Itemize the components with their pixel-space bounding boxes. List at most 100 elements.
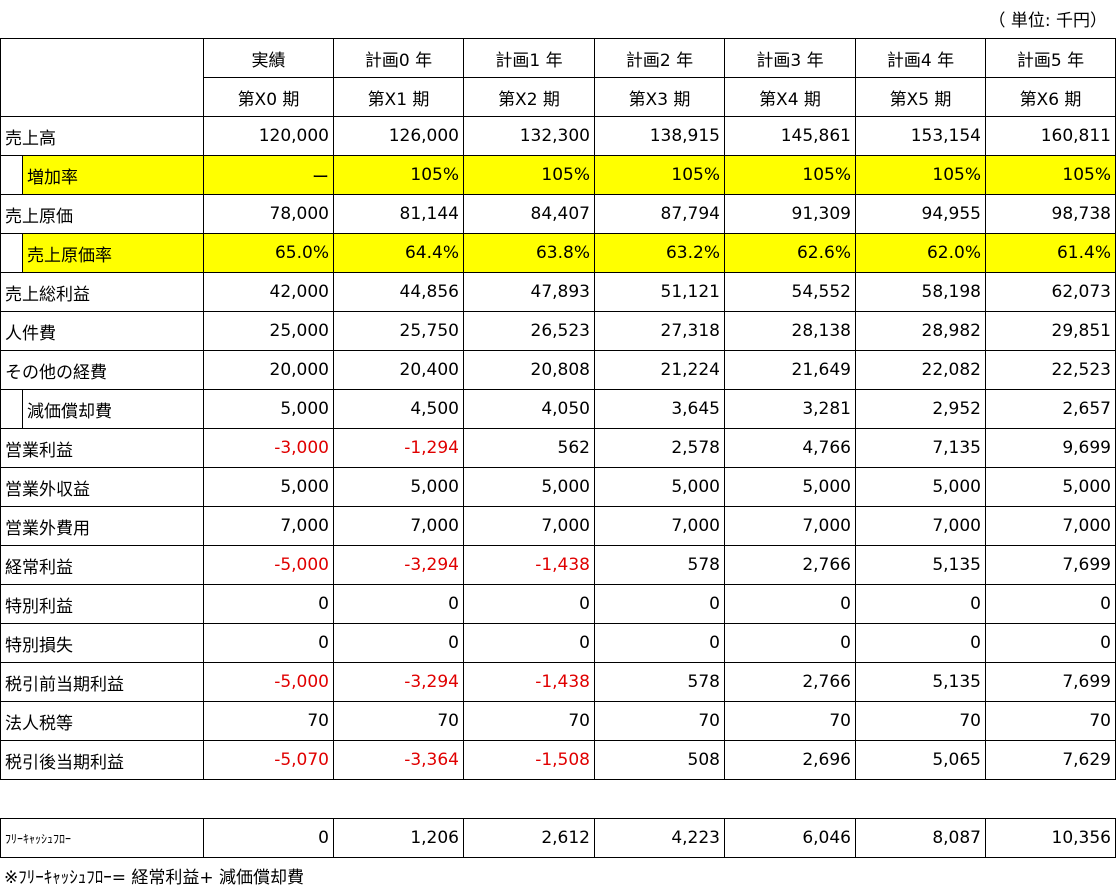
row-cell: 105%: [985, 155, 1116, 195]
row-cell: 2,766: [724, 662, 856, 702]
indent-gutter: [0, 155, 23, 195]
row-cell: 7,000: [724, 506, 856, 546]
row-cell: 70: [594, 701, 725, 741]
header-cell: 計画1 年: [463, 38, 595, 78]
row-label: 営業利益: [0, 428, 204, 468]
row-cell: 126,000: [333, 116, 464, 156]
row-cell: 21,649: [724, 350, 856, 390]
row-cell: 5,000: [333, 467, 464, 507]
row-cell: 5,135: [855, 545, 986, 585]
row-cell: 2,766: [724, 545, 856, 585]
row-cell: 70: [855, 701, 986, 741]
row-cell: 105%: [333, 155, 464, 195]
row-cell: -5,000: [203, 545, 334, 585]
row-cell: 84,407: [463, 194, 595, 234]
header-cell: 第X1 期: [333, 77, 464, 117]
row-cell: 94,955: [855, 194, 986, 234]
row-cell: 578: [594, 545, 725, 585]
row-label: 人件費: [0, 311, 204, 351]
row-cell: 62.0%: [855, 233, 986, 273]
row-cell: -5,000: [203, 662, 334, 702]
header-cell: 計画2 年: [594, 38, 725, 78]
row-label: 減価償却費: [22, 389, 204, 429]
header-corner: [0, 38, 204, 117]
row-label: 売上総利益: [0, 272, 204, 312]
row-cell: 0: [333, 584, 464, 624]
indent-gutter: [0, 233, 23, 273]
row-label: 特別損失: [0, 623, 204, 663]
header-cell: 計画5 年: [985, 38, 1116, 78]
row-cell: 120,000: [203, 116, 334, 156]
row-cell: 20,000: [203, 350, 334, 390]
row-cell: 20,808: [463, 350, 595, 390]
row-cell: 98,738: [985, 194, 1116, 234]
row-cell: -1,508: [463, 740, 595, 780]
row-cell: 2,578: [594, 428, 725, 468]
row-cell: 5,065: [855, 740, 986, 780]
row-cell: 61.4%: [985, 233, 1116, 273]
row-cell: 0: [594, 584, 725, 624]
row-cell: 9,699: [985, 428, 1116, 468]
row-cell: -3,294: [333, 545, 464, 585]
row-cell: -1,438: [463, 545, 595, 585]
fcf-cell: 1,206: [333, 818, 464, 858]
row-cell: 70: [203, 701, 334, 741]
row-cell: 47,893: [463, 272, 595, 312]
indent-gutter: [0, 389, 23, 429]
row-cell: 105%: [855, 155, 986, 195]
row-cell: 28,138: [724, 311, 856, 351]
row-cell: 5,000: [463, 467, 595, 507]
row-cell: 7,000: [855, 506, 986, 546]
row-cell: 0: [855, 584, 986, 624]
row-cell: 2,657: [985, 389, 1116, 429]
row-cell: 91,309: [724, 194, 856, 234]
row-cell: 54,552: [724, 272, 856, 312]
row-label: 税引後当期利益: [0, 740, 204, 780]
row-cell: 7,699: [985, 545, 1116, 585]
row-cell: 132,300: [463, 116, 595, 156]
row-cell: 63.8%: [463, 233, 595, 273]
row-label: 増加率: [22, 155, 204, 195]
row-cell: 20,400: [333, 350, 464, 390]
row-cell: 58,198: [855, 272, 986, 312]
header-cell: 実績: [203, 38, 334, 78]
row-cell: 138,915: [594, 116, 725, 156]
header-cell: 第X5 期: [855, 77, 986, 117]
row-cell: 26,523: [463, 311, 595, 351]
row-cell: 5,000: [724, 467, 856, 507]
fcf-cell: 6,046: [724, 818, 856, 858]
row-cell: -1,294: [333, 428, 464, 468]
row-cell: 29,851: [985, 311, 1116, 351]
row-cell: 81,144: [333, 194, 464, 234]
row-label: 特別利益: [0, 584, 204, 624]
row-cell: 5,000: [203, 467, 334, 507]
row-cell: 3,645: [594, 389, 725, 429]
row-cell: -1,438: [463, 662, 595, 702]
row-cell: 153,154: [855, 116, 986, 156]
row-cell: 105%: [724, 155, 856, 195]
row-cell: 64.4%: [333, 233, 464, 273]
row-cell: 160,811: [985, 116, 1116, 156]
row-cell: 4,766: [724, 428, 856, 468]
row-cell: 145,861: [724, 116, 856, 156]
row-cell: 7,135: [855, 428, 986, 468]
row-cell: 7,629: [985, 740, 1116, 780]
row-cell: 7,000: [333, 506, 464, 546]
row-cell: 65.0%: [203, 233, 334, 273]
header-cell: 第X0 期: [203, 77, 334, 117]
row-cell: 0: [594, 623, 725, 663]
row-cell: 70: [333, 701, 464, 741]
row-cell: 25,000: [203, 311, 334, 351]
fcf-cell: 8,087: [855, 818, 986, 858]
row-cell: 42,000: [203, 272, 334, 312]
row-label: 営業外費用: [0, 506, 204, 546]
row-cell: 0: [724, 584, 856, 624]
header-cell: 計画0 年: [333, 38, 464, 78]
row-cell: 0: [463, 623, 595, 663]
row-cell: 2,952: [855, 389, 986, 429]
row-cell: 70: [463, 701, 595, 741]
header-cell: 計画4 年: [855, 38, 986, 78]
row-cell: 25,750: [333, 311, 464, 351]
row-label: 売上原価率: [22, 233, 204, 273]
